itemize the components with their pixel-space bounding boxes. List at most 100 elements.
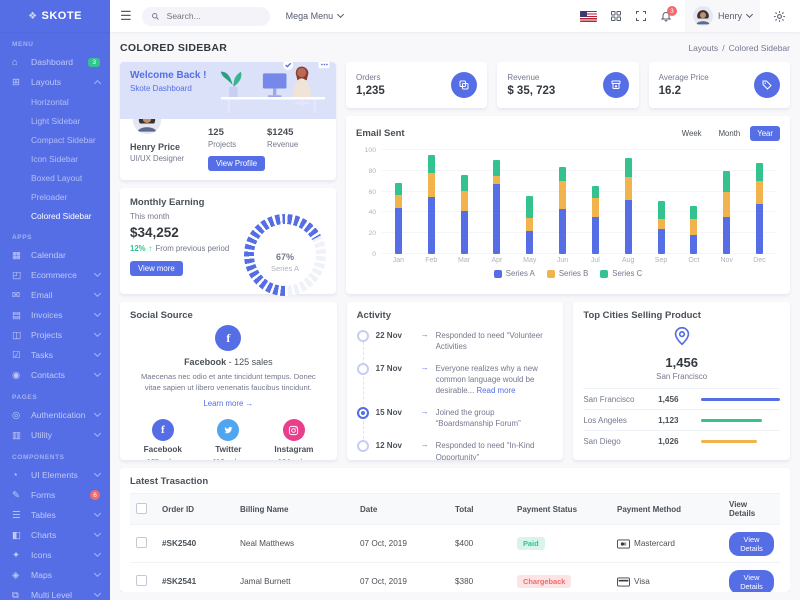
settings-button[interactable]: [773, 10, 786, 23]
notifications-button[interactable]: 3: [660, 6, 677, 22]
mega-menu-button[interactable]: Mega Menu: [280, 10, 350, 22]
activity-date: 17 Nov: [375, 364, 402, 374]
sidebar-item-invoices[interactable]: ▤ Invoices: [0, 305, 110, 325]
learn-more-link[interactable]: Learn more →: [203, 399, 254, 408]
chevron-down-icon: [93, 269, 102, 278]
sidebar-item-ecommerce[interactable]: ◰ Ecommerce: [0, 265, 110, 285]
sidebar-subitem-colored-sidebar[interactable]: Colored Sidebar: [31, 210, 92, 221]
row-checkbox[interactable]: [136, 537, 147, 548]
breadcrumb-parent[interactable]: Layouts: [688, 43, 719, 53]
view-details-button[interactable]: View Details: [729, 569, 774, 592]
chart-year-button[interactable]: Year: [750, 125, 780, 141]
sidebar-badge: 6: [90, 490, 100, 500]
sidebar-item-projects[interactable]: ◫ Projects: [0, 325, 110, 345]
social-item-twitter[interactable]: Twitter 112 sales: [196, 419, 262, 460]
chart-bar-segment: [394, 183, 402, 195]
activity-date: 12 Nov: [375, 441, 402, 451]
stat-card-average-price: Average Price 16.2: [648, 62, 790, 108]
social-source-title: Social Source: [130, 310, 193, 321]
sidebar-subitem-icon-sidebar[interactable]: Icon Sidebar: [31, 153, 79, 164]
search-input[interactable]: [164, 10, 255, 22]
chart-bar-slot: [579, 150, 612, 254]
brand-logo[interactable]: ❖ SKOTE: [0, 0, 110, 32]
activity-text: Everyone realizes why a new common langu…: [435, 364, 538, 396]
sidebar-item-layouts[interactable]: ⊞ Layouts: [0, 72, 110, 92]
social-sales: 112 sales: [196, 457, 262, 460]
sidebar-item-email[interactable]: ✉ Email: [0, 285, 110, 305]
social-item-facebook[interactable]: f Facebook 125 sales: [130, 419, 196, 460]
sidebar-subitem-horizontal[interactable]: Horizontal: [31, 96, 69, 107]
chart-bar-segment: [657, 218, 665, 230]
sidebar-item-charts[interactable]: ◧ Charts: [0, 525, 110, 545]
chart-bar-aug: [624, 158, 632, 254]
fullscreen-button[interactable]: [635, 10, 647, 22]
chart-bar-slot: [480, 150, 513, 254]
chart-month-button[interactable]: Month: [712, 126, 748, 141]
sidebar-subitem-light-sidebar[interactable]: Light Sidebar: [31, 115, 81, 126]
apps-grid-button[interactable]: [610, 10, 622, 22]
sidebar-item-label: Invoices: [31, 310, 63, 320]
sidebar-item-maps[interactable]: ◈ Maps: [0, 565, 110, 585]
chart-x-tick: May: [523, 257, 537, 264]
view-more-button[interactable]: View more: [130, 261, 183, 276]
fullscreen-icon: [635, 11, 646, 21]
select-all-checkbox[interactable]: [136, 502, 147, 514]
sidebar-item-forms[interactable]: ✎ Forms 6: [0, 485, 110, 505]
language-flag-button[interactable]: [579, 10, 597, 22]
view-details-cell: View Details: [723, 524, 780, 563]
legend-item-series-a: Series A: [493, 269, 535, 278]
sidebar-item-dashboard[interactable]: ⌂ Dashboard 3: [0, 52, 110, 72]
sidebar-subitem-compact-sidebar[interactable]: Compact Sidebar: [31, 134, 96, 145]
chevron-down-icon: [93, 589, 102, 598]
view-details-button[interactable]: View Details: [729, 531, 774, 556]
city-progress-bar: [701, 418, 763, 422]
read-more-link[interactable]: Read more: [474, 386, 516, 396]
sidebar-item-icons[interactable]: ✦ Icons: [0, 545, 110, 565]
chart-week-button[interactable]: Week: [675, 126, 709, 141]
sidebar-subitem-preloader[interactable]: Preloader: [31, 191, 68, 202]
chart-bar-slot: [743, 150, 776, 254]
chart-bar-segment: [394, 208, 402, 254]
sidebar-item-label: Layouts: [31, 77, 62, 87]
sidebar-item-tables[interactable]: ☰ Tables: [0, 505, 110, 525]
social-name: Facebook: [143, 445, 182, 454]
activity-timeline: 22 Nov → Responded to need “Volunteer Acti…: [356, 329, 554, 460]
chart-bar-slot: [677, 150, 710, 254]
sidebar-item-label: Ecommerce: [31, 270, 77, 280]
sidebar-item-ui-elements[interactable]: ◔ UI Elements: [0, 465, 110, 485]
sidebar-item-tasks[interactable]: ☑ Tasks: [0, 345, 110, 365]
monthly-period-label: This month: [130, 212, 170, 221]
map-icon: ◈: [12, 569, 20, 581]
apps-grid-icon: [610, 11, 621, 21]
chevron-down-icon: [93, 369, 102, 378]
earning-gauge-chart: 67% Series A: [244, 214, 326, 296]
chart-bar-segment: [690, 218, 698, 236]
search-box[interactable]: [141, 6, 270, 26]
sidebar-item-utility[interactable]: ▥ Utility: [0, 425, 110, 445]
chevron-down-icon: [337, 10, 345, 19]
chevron-down-icon: [93, 469, 102, 478]
sidebar-item-label: Maps: [31, 570, 53, 580]
sidebar-item-calendar[interactable]: ▦ Calendar: [0, 245, 110, 265]
chevron-down-icon: [93, 409, 102, 418]
sidebar-subitem-boxed-layout[interactable]: Boxed Layout: [31, 172, 83, 183]
payment-method: Visa: [617, 577, 717, 587]
city-value: 1,026: [658, 436, 679, 446]
chart-gridline: [382, 149, 776, 150]
email-chart-title: Email Sent: [356, 127, 405, 139]
chart-bar-segment: [394, 194, 402, 209]
hamburger-menu-icon[interactable]: ☰: [120, 8, 132, 23]
social-item-instagram[interactable]: Instagram 104 sales: [261, 419, 327, 460]
arrow-up-icon: ↑: [148, 244, 153, 253]
sidebar-item-label: Contacts: [31, 370, 65, 380]
view-profile-button[interactable]: View Profile: [208, 156, 266, 171]
home-icon: ⌂: [12, 56, 18, 68]
chart-x-tick: Dec: [753, 257, 766, 264]
chart-bar-slot: [415, 150, 448, 254]
row-checkbox[interactable]: [136, 575, 147, 586]
sidebar-item-multi-level[interactable]: ⧉ Multi Level: [0, 585, 110, 600]
sidebar-item-authentication[interactable]: ◎ Authentication: [0, 405, 110, 425]
monthly-amount: $34,252: [130, 225, 179, 240]
sidebar-item-contacts[interactable]: ◉ Contacts: [0, 365, 110, 385]
user-menu-button[interactable]: Henry: [684, 0, 760, 32]
